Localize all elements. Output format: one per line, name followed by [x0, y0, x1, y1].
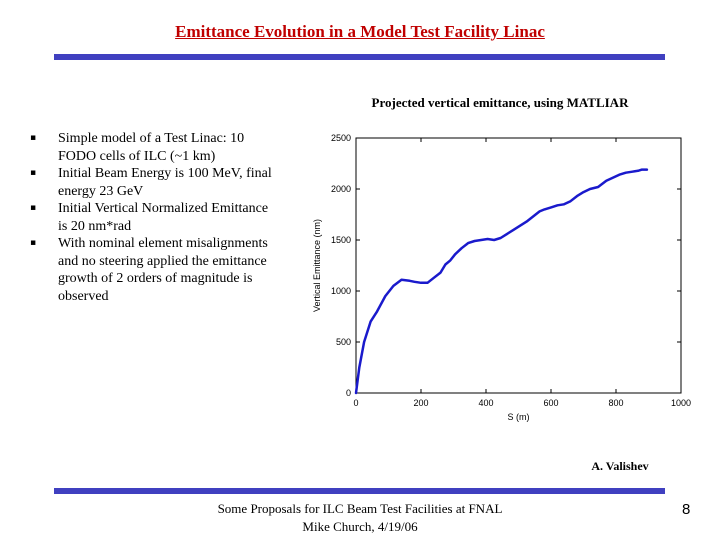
bullet-text: Simple model of a Test Linac: 10 FODO ce…	[58, 131, 245, 164]
y-tick-label: 0	[346, 388, 351, 398]
footer-line-2: Mike Church, 4/19/06	[302, 519, 418, 534]
bullet-list: ▪ Simple model of a Test Linac: 10 FODO …	[30, 130, 280, 305]
plot-frame	[355, 137, 682, 394]
y-tick-label: 2500	[331, 133, 351, 143]
y-axis-label: Vertical Emittance (nm)	[312, 219, 322, 312]
bullet-text: Initial Beam Energy is 100 MeV, final en…	[58, 166, 272, 199]
x-axis-label: S (m)	[508, 412, 530, 422]
square-bullet-icon: ▪	[30, 168, 37, 178]
bullet-item: ▪ With nominal element misalignments and…	[30, 235, 280, 305]
square-bullet-icon: ▪	[30, 133, 37, 143]
y-tick-label: 2000	[331, 184, 351, 194]
chart-caption: Projected vertical emittance, using MATL…	[371, 95, 629, 110]
author-credit: A. Valishev	[591, 459, 649, 473]
x-tick-label: 400	[478, 398, 493, 408]
x-tick-label: 600	[543, 398, 558, 408]
emittance-line-chart: 0 500 1000 1500 2000 2500 0 200 400 600 800 1000 S (…	[312, 133, 691, 422]
slide-title: Emittance Evolution in a Model Test Faci…	[175, 22, 545, 41]
bullet-item: ▪ Simple model of a Test Linac: 10 FODO …	[30, 130, 280, 165]
bottom-divider	[54, 488, 665, 494]
footer-line-1: Some Proposals for ILC Beam Test Facilit…	[217, 501, 503, 516]
square-bullet-icon: ▪	[30, 203, 37, 213]
bullet-text: With nominal element misalignments and n…	[58, 236, 268, 304]
y-tick-label: 1500	[331, 235, 351, 245]
y-tick-label: 500	[336, 337, 351, 347]
bullet-item: ▪ Initial Beam Energy is 100 MeV, final …	[30, 165, 280, 200]
x-tick-label: 0	[353, 398, 358, 408]
footer: Some Proposals for ILC Beam Test Facilit…	[170, 500, 550, 536]
square-bullet-icon: ▪	[30, 238, 37, 248]
x-tick-label: 800	[608, 398, 623, 408]
x-tick-label: 200	[413, 398, 428, 408]
page-number: 8	[682, 501, 691, 518]
x-tick-label: 1000	[671, 398, 691, 408]
bullet-text: Initial Vertical Normalized Emittance is…	[58, 201, 269, 234]
top-divider	[54, 54, 665, 60]
bullet-item: ▪ Initial Vertical Normalized Emittance …	[30, 200, 280, 235]
y-tick-label: 1000	[331, 286, 351, 296]
emittance-series-line	[354, 168, 649, 395]
